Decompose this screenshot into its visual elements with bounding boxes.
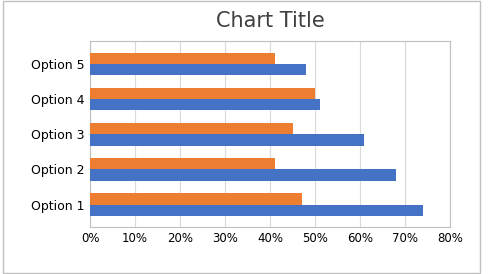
- Bar: [90, 169, 396, 181]
- Bar: [90, 158, 274, 169]
- Bar: [90, 64, 306, 75]
- Bar: [90, 193, 302, 205]
- Bar: [90, 88, 315, 99]
- Title: Chart Title: Chart Title: [216, 11, 324, 31]
- Bar: [90, 134, 364, 145]
- Bar: [90, 53, 274, 64]
- Bar: [90, 123, 292, 134]
- Bar: [90, 205, 423, 216]
- Bar: [90, 99, 320, 110]
